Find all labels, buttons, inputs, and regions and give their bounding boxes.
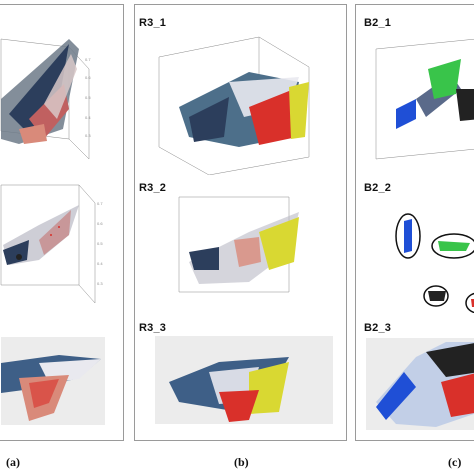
svg-text:0.6: 0.6 xyxy=(85,75,91,80)
caption-b: (b) xyxy=(234,455,249,469)
plot-a-1: 0.7 0.6 0.5 0.4 0.3 xyxy=(0,19,123,169)
subfigure-label-r3-2: R3_2 xyxy=(139,182,167,194)
svg-text:0.3: 0.3 xyxy=(97,281,103,286)
svg-text:0.6: 0.6 xyxy=(97,221,103,226)
panel-a: 0.7 0.6 0.5 0.4 0.3 0.7 0.6 0.5 0.4 0.3 xyxy=(0,4,124,441)
plot-a-2: 0.7 0.6 0.5 0.4 0.3 xyxy=(0,175,123,315)
svg-text:0.7: 0.7 xyxy=(97,201,103,206)
plot-r3-3 xyxy=(149,332,339,432)
caption-a: (a) xyxy=(6,455,20,469)
plot-r3-2 xyxy=(149,192,339,310)
svg-text:0.4: 0.4 xyxy=(97,261,103,266)
subfigure-label-b2-1: B2_1 xyxy=(364,17,392,29)
svg-text:0.7: 0.7 xyxy=(85,57,91,62)
svg-text:0.5: 0.5 xyxy=(85,95,91,100)
caption-c: (c) xyxy=(448,455,462,469)
svg-text:0.5: 0.5 xyxy=(97,241,103,246)
plot-r3-1 xyxy=(149,27,339,175)
subfigure-label-b2-2: B2_2 xyxy=(364,182,392,194)
plot-b2-2 xyxy=(356,191,474,313)
subfigure-label-r3-1: R3_1 xyxy=(139,17,167,29)
panel-c: B2_1 B2_2 B2_3 xyxy=(355,4,474,441)
plot-b2-1 xyxy=(356,29,474,174)
subfigure-label-r3-3: R3_3 xyxy=(139,322,167,334)
plot-b2-3 xyxy=(356,332,474,432)
subfigure-label-b2-3: B2_3 xyxy=(364,322,392,334)
svg-text:0.3: 0.3 xyxy=(85,133,91,138)
plot-a-3 xyxy=(0,333,123,431)
svg-text:0.4: 0.4 xyxy=(85,115,91,120)
panel-b: R3_1 R3_2 R3_3 xyxy=(134,4,347,441)
